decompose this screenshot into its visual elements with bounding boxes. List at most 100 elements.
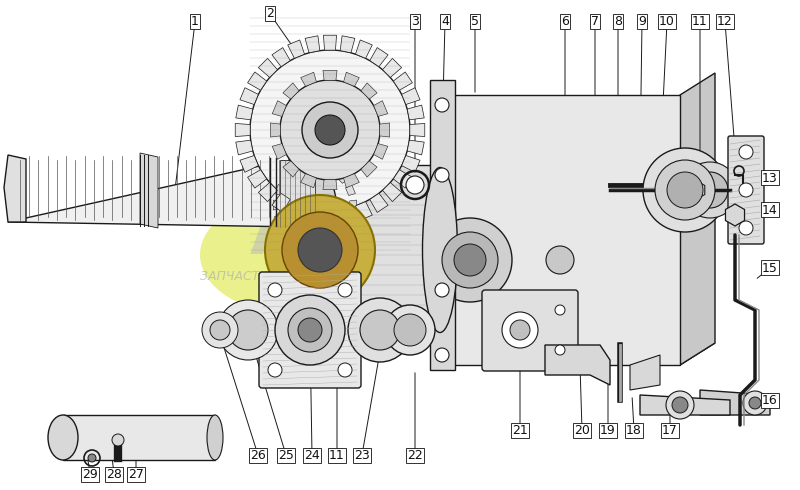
Ellipse shape — [207, 415, 223, 460]
Polygon shape — [402, 155, 420, 172]
Ellipse shape — [48, 415, 78, 460]
Polygon shape — [63, 415, 215, 460]
Polygon shape — [323, 180, 337, 190]
Text: 26: 26 — [250, 448, 266, 462]
Circle shape — [280, 170, 350, 240]
Circle shape — [406, 176, 424, 194]
Text: 19: 19 — [600, 423, 616, 437]
Polygon shape — [288, 201, 305, 220]
Ellipse shape — [422, 168, 458, 333]
Polygon shape — [545, 345, 610, 385]
Polygon shape — [310, 163, 320, 170]
Text: ЗАПЧАСТИ ДЛЯ СЕЛЬХОЗТЕХНИКИ: ЗАПЧАСТИ ДЛЯ СЕЛЬХОЗТЕХНИКИ — [200, 270, 426, 283]
Polygon shape — [301, 173, 317, 188]
Polygon shape — [355, 201, 372, 220]
Polygon shape — [320, 165, 440, 335]
Circle shape — [298, 228, 342, 272]
Polygon shape — [283, 83, 299, 99]
Polygon shape — [380, 123, 390, 137]
Polygon shape — [305, 36, 320, 53]
Circle shape — [348, 298, 412, 362]
Polygon shape — [340, 207, 355, 224]
Polygon shape — [355, 40, 372, 58]
Text: 28: 28 — [106, 467, 122, 481]
Polygon shape — [374, 144, 388, 159]
Circle shape — [385, 305, 435, 355]
Text: 20: 20 — [574, 423, 590, 437]
Polygon shape — [288, 40, 305, 58]
Text: 14: 14 — [762, 203, 778, 217]
Text: 3: 3 — [411, 16, 419, 28]
Polygon shape — [382, 58, 402, 77]
Text: 4: 4 — [441, 16, 449, 28]
Ellipse shape — [200, 196, 384, 314]
Circle shape — [88, 454, 96, 462]
Polygon shape — [301, 72, 317, 86]
Circle shape — [315, 115, 345, 145]
Circle shape — [218, 300, 278, 360]
Text: 7: 7 — [591, 16, 599, 28]
Polygon shape — [337, 227, 348, 238]
Ellipse shape — [300, 165, 340, 335]
Polygon shape — [305, 207, 320, 224]
Polygon shape — [247, 170, 266, 188]
Circle shape — [338, 363, 352, 377]
Polygon shape — [280, 160, 315, 227]
Polygon shape — [236, 105, 253, 120]
FancyBboxPatch shape — [482, 290, 578, 371]
Polygon shape — [700, 390, 770, 415]
Circle shape — [338, 283, 352, 297]
Polygon shape — [370, 48, 388, 67]
Text: АГР: АГР — [250, 202, 393, 268]
Circle shape — [282, 212, 358, 288]
Circle shape — [394, 314, 426, 346]
Polygon shape — [282, 227, 294, 238]
Polygon shape — [240, 88, 258, 104]
Polygon shape — [340, 36, 355, 53]
Text: 17: 17 — [662, 423, 678, 437]
FancyBboxPatch shape — [259, 272, 361, 388]
Polygon shape — [272, 194, 290, 213]
Polygon shape — [410, 123, 425, 137]
Text: 1: 1 — [191, 16, 199, 28]
Circle shape — [743, 391, 767, 415]
Polygon shape — [310, 240, 320, 246]
Circle shape — [428, 218, 512, 302]
Circle shape — [643, 148, 727, 232]
Polygon shape — [325, 165, 335, 174]
Text: 23: 23 — [354, 448, 370, 462]
Text: 29: 29 — [82, 467, 98, 481]
Polygon shape — [407, 140, 424, 155]
Polygon shape — [274, 215, 285, 225]
Circle shape — [502, 312, 538, 348]
Circle shape — [280, 80, 380, 180]
Circle shape — [672, 397, 688, 413]
Text: 25: 25 — [278, 448, 294, 462]
Polygon shape — [343, 72, 359, 86]
Circle shape — [302, 102, 358, 158]
Polygon shape — [272, 100, 286, 117]
Polygon shape — [325, 236, 335, 245]
Circle shape — [265, 195, 375, 305]
Polygon shape — [361, 83, 377, 99]
Polygon shape — [430, 80, 455, 370]
Polygon shape — [374, 100, 388, 117]
Circle shape — [250, 50, 410, 210]
Polygon shape — [402, 88, 420, 104]
Polygon shape — [258, 183, 278, 201]
Circle shape — [454, 244, 486, 276]
Circle shape — [749, 397, 761, 409]
Circle shape — [298, 318, 322, 342]
Polygon shape — [274, 200, 280, 210]
Polygon shape — [294, 165, 306, 174]
Polygon shape — [258, 58, 278, 77]
Text: 11: 11 — [692, 16, 708, 28]
Polygon shape — [140, 153, 158, 228]
Circle shape — [739, 145, 753, 159]
Circle shape — [112, 434, 124, 446]
Text: 21: 21 — [512, 423, 528, 437]
Circle shape — [360, 310, 400, 350]
Text: 9: 9 — [638, 16, 646, 28]
Polygon shape — [440, 343, 715, 365]
Polygon shape — [346, 215, 355, 225]
